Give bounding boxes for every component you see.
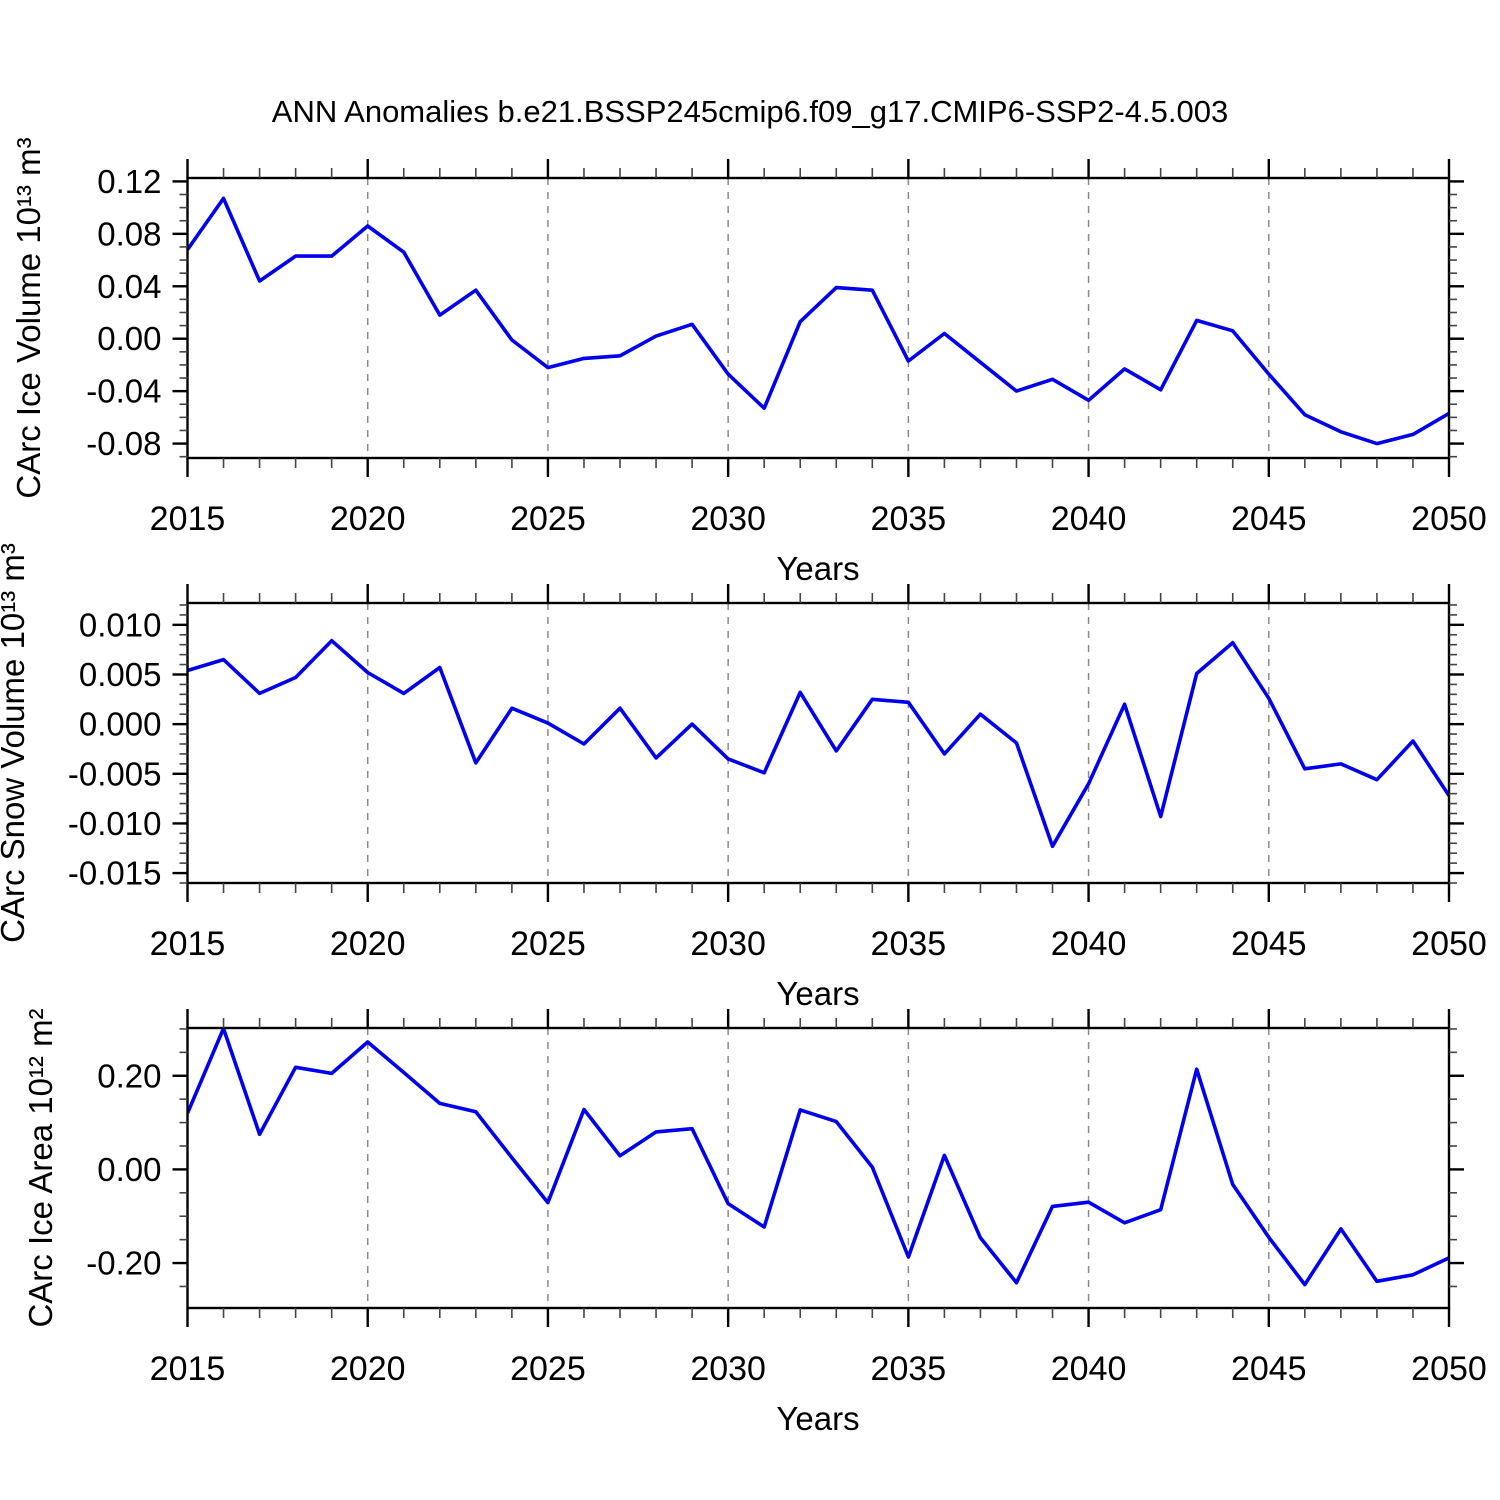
x-axis-title-panel3: Years: [776, 1400, 859, 1437]
x-tick-label: 2050: [1411, 925, 1487, 963]
data-line-carc-ice-area: [187, 1028, 1449, 1287]
panel-carc-ice-area: 0.20 0.00 -0.20 2015 2020 2025 2030 2035 2040 204…: [86, 1009, 1487, 1388]
panels-group: 0.12 0.08 0.04 0.00 -0.04 -0.08 2015 2020 2025 20…: [68, 159, 1487, 1388]
x-tick-label: 2045: [1231, 1350, 1307, 1388]
x-tick-label: 2025: [510, 925, 586, 963]
x-tick-label: 2045: [1231, 925, 1307, 963]
panel-box: [186, 176, 1451, 460]
y-axis-title-snow-volume: CArc Snow Volume 10¹³ m³: [0, 543, 31, 943]
data-line-carc-snow-volume: [187, 638, 1449, 849]
x-tick-label: 2035: [871, 500, 947, 538]
y-tick-label: 0.005: [79, 656, 162, 693]
x-tick-label: 2045: [1231, 500, 1307, 538]
x-tick-label: 2020: [330, 500, 406, 538]
y-tick-label: 0.010: [79, 606, 162, 643]
x-tick-label: 2015: [150, 1350, 226, 1388]
chart-title: ANN Anomalies b.e21.BSSP245cmip6.f09_g17…: [272, 94, 1228, 129]
y-tick-label: 0.08: [97, 215, 161, 252]
y-tick-label: 0.000: [79, 706, 162, 743]
panel-carc-ice-volume: 0.12 0.08 0.04 0.00 -0.04 -0.08 2015 2020 2025 20…: [86, 159, 1487, 538]
y-axis-title-ice-area: CArc Ice Area 10¹² m²: [22, 1008, 59, 1327]
x-tick-label: 2040: [1051, 1350, 1127, 1388]
x-tick-label: 2050: [1411, 500, 1487, 538]
y-tick-label: 0.00: [97, 320, 161, 357]
x-axis-title-panel2: Years: [776, 975, 859, 1012]
x-tick-label: 2015: [150, 500, 226, 538]
x-tick-label: 2030: [690, 925, 766, 963]
x-tick-label: 2020: [330, 1350, 406, 1388]
y-axis-title-ice-volume: CArc Ice Volume 10¹³ m³: [10, 137, 47, 498]
x-tick-label: 2025: [510, 500, 586, 538]
x-tick-label: 2030: [690, 1350, 766, 1388]
x-tick-label: 2050: [1411, 1350, 1487, 1388]
y-tick-label: 0.12: [97, 163, 161, 200]
y-tick-label: -0.005: [68, 755, 162, 792]
x-tick-label: 2025: [510, 1350, 586, 1388]
x-tick-label: 2035: [871, 1350, 947, 1388]
x-tick-label: 2035: [871, 925, 947, 963]
x-tick-label: 2020: [330, 925, 406, 963]
y-tick-label: -0.08: [86, 425, 161, 462]
data-line-carc-ice-volume: [187, 196, 1449, 446]
x-tick-label: 2015: [150, 925, 226, 963]
y-tick-label: -0.04: [86, 373, 161, 410]
y-tick-label: -0.015: [68, 855, 162, 892]
y-tick-label: 0.20: [97, 1057, 161, 1094]
x-tick-label: 2030: [690, 500, 766, 538]
x-tick-label: 2040: [1051, 500, 1127, 538]
y-tick-label: -0.20: [86, 1245, 161, 1282]
panel-carc-snow-volume: 0.010 0.005 0.000 -0.005 -0.010 -0.015 2015 202…: [68, 584, 1487, 963]
panel-box: [186, 601, 1451, 885]
panel-box: [186, 1026, 1451, 1310]
y-tick-label: 0.04: [97, 268, 161, 305]
x-tick-label: 2040: [1051, 925, 1127, 963]
y-tick-label: 0.00: [97, 1151, 161, 1188]
y-tick-label: -0.010: [68, 805, 162, 842]
x-axis-title-panel1: Years: [776, 550, 859, 587]
